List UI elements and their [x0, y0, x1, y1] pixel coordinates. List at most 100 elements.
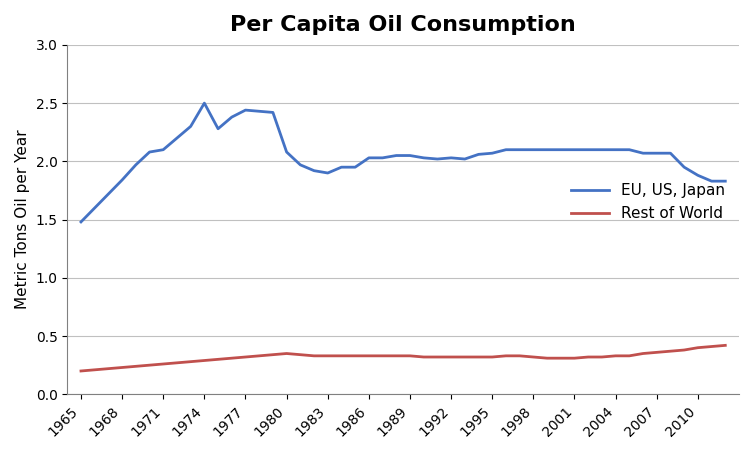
EU, US, Japan: [118, 177, 127, 183]
Rest of World: [145, 362, 154, 368]
Rest of World: [406, 353, 415, 359]
Rest of World: [611, 353, 620, 359]
EU, US, Japan: [543, 147, 552, 153]
Rest of World: [639, 351, 648, 356]
Rest of World: [707, 344, 716, 349]
EU, US, Japan: [707, 178, 716, 184]
EU, US, Japan: [611, 147, 620, 153]
Title: Per Capita Oil Consumption: Per Capita Oil Consumption: [230, 15, 576, 35]
Rest of World: [118, 365, 127, 370]
EU, US, Japan: [76, 219, 85, 225]
EU, US, Japan: [213, 126, 222, 132]
Rest of World: [186, 359, 195, 365]
EU, US, Japan: [570, 147, 579, 153]
Rest of World: [255, 353, 264, 359]
Legend: EU, US, Japan, Rest of World: EU, US, Japan, Rest of World: [565, 177, 731, 227]
EU, US, Japan: [406, 153, 415, 158]
Rest of World: [501, 353, 510, 359]
EU, US, Japan: [200, 100, 209, 106]
EU, US, Japan: [131, 162, 140, 168]
Rest of World: [419, 354, 428, 360]
EU, US, Japan: [460, 156, 469, 162]
Rest of World: [200, 358, 209, 363]
EU, US, Japan: [282, 149, 291, 155]
EU, US, Japan: [584, 147, 593, 153]
Rest of World: [460, 354, 469, 360]
EU, US, Japan: [364, 155, 373, 161]
EU, US, Japan: [186, 123, 195, 129]
Rest of World: [296, 352, 305, 357]
Rest of World: [337, 353, 346, 359]
Rest of World: [323, 353, 333, 359]
EU, US, Japan: [474, 152, 483, 157]
Rest of World: [309, 353, 318, 359]
EU, US, Japan: [268, 110, 277, 115]
EU, US, Japan: [104, 191, 113, 197]
Rest of World: [570, 355, 579, 361]
EU, US, Japan: [173, 135, 182, 141]
EU, US, Japan: [323, 170, 333, 176]
Rest of World: [158, 361, 167, 367]
Rest of World: [488, 354, 497, 360]
Rest of World: [625, 353, 634, 359]
EU, US, Japan: [433, 156, 442, 162]
EU, US, Japan: [666, 150, 675, 156]
EU, US, Japan: [501, 147, 510, 153]
Rest of World: [474, 354, 483, 360]
Rest of World: [694, 345, 703, 350]
Rest of World: [392, 353, 401, 359]
Rest of World: [529, 354, 538, 360]
EU, US, Japan: [488, 150, 497, 156]
Rest of World: [652, 350, 661, 355]
Rest of World: [515, 353, 524, 359]
EU, US, Japan: [255, 109, 264, 114]
EU, US, Japan: [652, 150, 661, 156]
Rest of World: [241, 354, 250, 360]
EU, US, Japan: [529, 147, 538, 153]
Rest of World: [666, 349, 675, 354]
Y-axis label: Metric Tons Oil per Year: Metric Tons Oil per Year: [15, 130, 30, 309]
EU, US, Japan: [639, 150, 648, 156]
EU, US, Japan: [597, 147, 606, 153]
Rest of World: [227, 355, 236, 361]
Line: EU, US, Japan: EU, US, Japan: [81, 103, 725, 222]
Rest of World: [679, 347, 688, 353]
Rest of World: [268, 352, 277, 357]
EU, US, Japan: [309, 168, 318, 173]
EU, US, Japan: [296, 162, 305, 168]
Rest of World: [446, 354, 455, 360]
EU, US, Japan: [515, 147, 524, 153]
Rest of World: [131, 364, 140, 369]
Rest of World: [433, 354, 442, 360]
EU, US, Japan: [625, 147, 634, 153]
Rest of World: [584, 354, 593, 360]
Rest of World: [543, 355, 552, 361]
EU, US, Japan: [419, 155, 428, 161]
EU, US, Japan: [679, 164, 688, 170]
EU, US, Japan: [694, 173, 703, 178]
EU, US, Japan: [446, 155, 455, 161]
Rest of World: [597, 354, 606, 360]
Rest of World: [378, 353, 387, 359]
Rest of World: [282, 351, 291, 356]
Rest of World: [90, 367, 100, 373]
EU, US, Japan: [392, 153, 401, 158]
Rest of World: [364, 353, 373, 359]
EU, US, Japan: [337, 164, 346, 170]
Line: Rest of World: Rest of World: [81, 345, 725, 371]
Rest of World: [556, 355, 566, 361]
EU, US, Japan: [227, 114, 236, 120]
Rest of World: [76, 368, 85, 374]
Rest of World: [173, 360, 182, 365]
EU, US, Japan: [145, 149, 154, 155]
Rest of World: [721, 343, 730, 348]
Rest of World: [213, 356, 222, 362]
EU, US, Japan: [158, 147, 167, 153]
Rest of World: [104, 366, 113, 371]
EU, US, Japan: [241, 108, 250, 113]
EU, US, Japan: [721, 178, 730, 184]
Rest of World: [351, 353, 360, 359]
EU, US, Japan: [556, 147, 566, 153]
EU, US, Japan: [378, 155, 387, 161]
EU, US, Japan: [90, 205, 100, 211]
